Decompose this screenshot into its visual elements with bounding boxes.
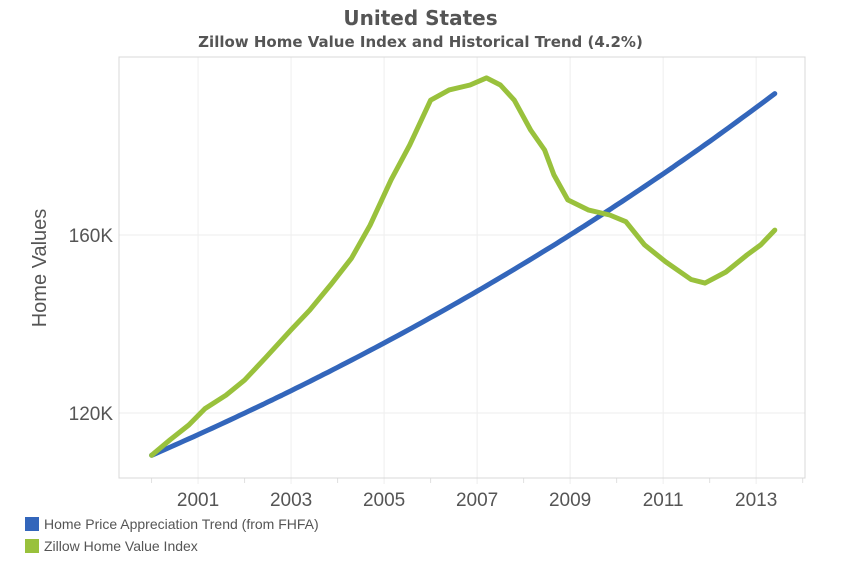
y-tick-label: 160K bbox=[69, 226, 114, 247]
x-tick-label: 2009 bbox=[549, 490, 591, 511]
plot-area bbox=[118, 56, 806, 479]
trend-line bbox=[149, 91, 778, 458]
legend-swatch-trend bbox=[25, 517, 39, 531]
x-tick-label: 2003 bbox=[270, 490, 312, 511]
zhvi-line bbox=[149, 75, 778, 458]
y-axis-label: Home Values bbox=[29, 209, 51, 328]
legend-swatch-zhvi bbox=[25, 539, 39, 553]
y-tick-label: 120K bbox=[69, 404, 114, 425]
x-tick-label: 2001 bbox=[177, 490, 219, 511]
legend-label-zhvi: Zillow Home Value Index bbox=[44, 538, 198, 554]
chart-title: United States bbox=[343, 6, 498, 30]
legend-item-zhvi: Zillow Home Value Index bbox=[25, 538, 198, 554]
x-tick-label: 2013 bbox=[735, 490, 777, 511]
x-tick-label: 2005 bbox=[363, 490, 405, 511]
x-tick-label: 2007 bbox=[456, 490, 498, 511]
chart-subtitle: Zillow Home Value Index and Historical T… bbox=[198, 33, 643, 51]
x-tick-label: 2011 bbox=[643, 490, 684, 511]
legend-label-trend: Home Price Appreciation Trend (from FHFA… bbox=[44, 516, 319, 532]
legend-item-trend: Home Price Appreciation Trend (from FHFA… bbox=[25, 516, 319, 532]
